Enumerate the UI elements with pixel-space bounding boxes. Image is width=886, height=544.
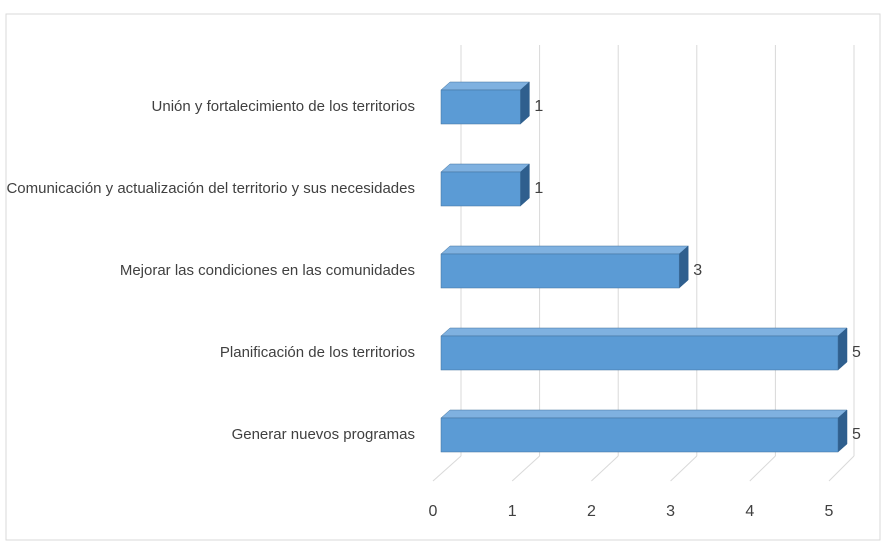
bar bbox=[440, 417, 839, 453]
bar-top bbox=[440, 81, 531, 91]
x-tick-label: 4 bbox=[745, 503, 754, 520]
x-tick-label: 3 bbox=[666, 503, 675, 520]
x-tick-label: 0 bbox=[429, 503, 438, 520]
x-tick-label: 2 bbox=[587, 503, 596, 520]
bar bbox=[440, 335, 839, 371]
bar bbox=[440, 89, 521, 125]
y-tick-label: Planificación de los territorios bbox=[219, 344, 415, 361]
y-tick-label: Comunicación y actualización del territo… bbox=[6, 180, 415, 197]
value-label: 5 bbox=[852, 426, 861, 443]
floor-line bbox=[432, 455, 462, 482]
y-tick-label-box: Unión y fortalecimiento de los territori… bbox=[5, 96, 415, 118]
y-tick-label: Unión y fortalecimiento de los territori… bbox=[151, 98, 415, 115]
value-label: 5 bbox=[852, 344, 861, 361]
value-label: 3 bbox=[693, 262, 702, 279]
floor-line bbox=[511, 455, 540, 482]
y-tick-label: Generar nuevos programas bbox=[231, 426, 415, 443]
bar-top bbox=[440, 245, 689, 255]
chart-border bbox=[5, 13, 881, 541]
value-label: 1 bbox=[534, 98, 543, 115]
x-tick-label: 1 bbox=[508, 503, 517, 520]
floor-line bbox=[749, 455, 776, 482]
bar bbox=[440, 253, 680, 289]
bar-top bbox=[440, 409, 848, 419]
bar bbox=[440, 171, 521, 207]
y-tick-label: Mejorar las condiciones en las comunidad… bbox=[119, 262, 415, 279]
y-tick-label-box: Planificación de los territorios bbox=[5, 342, 415, 364]
floor-line bbox=[670, 455, 698, 482]
value-label: 1 bbox=[534, 180, 543, 197]
bar-top bbox=[440, 327, 848, 337]
y-tick-label-box: Comunicación y actualización del territo… bbox=[5, 178, 415, 200]
floor-line bbox=[828, 455, 855, 482]
y-tick-label-box: Mejorar las condiciones en las comunidad… bbox=[5, 260, 415, 282]
y-tick-label-box: Generar nuevos programas bbox=[5, 424, 415, 446]
bar-top bbox=[440, 163, 531, 173]
floor-line bbox=[591, 455, 619, 482]
x-tick-label: 5 bbox=[825, 503, 834, 520]
